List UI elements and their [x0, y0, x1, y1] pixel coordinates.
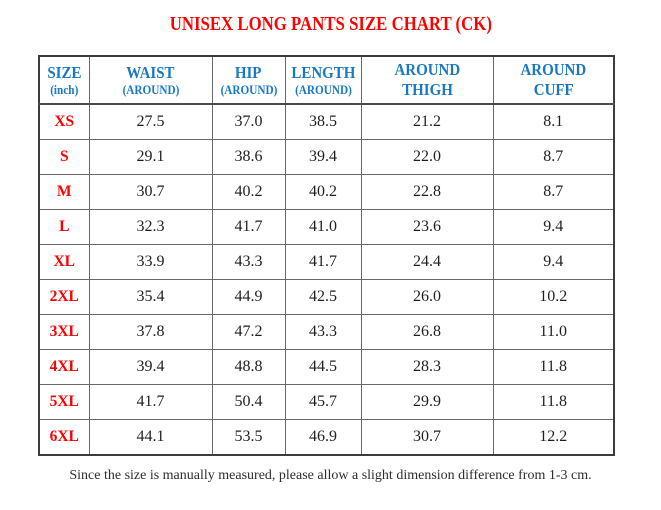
- size-cell: L: [38, 209, 90, 245]
- value-cell: 40.2: [211, 174, 286, 210]
- column-header-around-thigh: AROUND THIGH: [360, 55, 494, 105]
- value-cell: 41.7: [211, 209, 286, 245]
- size-chart-table: SIZE (inch) WAIST (AROUND) HIP (AROUND) …: [38, 55, 615, 456]
- value-cell: 47.2: [211, 314, 286, 350]
- value-cell: 44.5: [284, 349, 362, 385]
- column-header-thigh-line2: THIGH: [401, 80, 453, 100]
- table-row: S 29.1 38.6 39.4 22.0 8.7: [38, 139, 615, 175]
- value-cell: 43.3: [211, 244, 286, 280]
- value-cell: 44.1: [88, 419, 213, 456]
- table-row: 5XL 41.7 50.4 45.7 29.9 11.8: [38, 384, 615, 420]
- size-cell: 4XL: [38, 349, 90, 385]
- table-row: 3XL 37.8 47.2 43.3 26.8 11.0: [38, 314, 615, 350]
- value-cell: 8.7: [492, 174, 615, 210]
- value-cell: 30.7: [360, 419, 494, 456]
- value-cell: 38.5: [284, 103, 362, 140]
- page-title: UNISEX LONG PANTS SIZE CHART (CK): [0, 13, 661, 36]
- value-cell: 44.9: [211, 279, 286, 315]
- size-cell: 5XL: [38, 384, 90, 420]
- value-cell: 28.3: [360, 349, 494, 385]
- value-cell: 46.9: [284, 419, 362, 456]
- value-cell: 10.2: [492, 279, 615, 315]
- value-cell: 48.8: [211, 349, 286, 385]
- value-cell: 11.8: [492, 349, 615, 385]
- size-cell: 6XL: [38, 419, 90, 456]
- value-cell: 40.2: [284, 174, 362, 210]
- column-header-length: LENGTH (AROUND): [284, 55, 362, 105]
- value-cell: 35.4: [88, 279, 213, 315]
- value-cell: 43.3: [284, 314, 362, 350]
- value-cell: 23.6: [360, 209, 494, 245]
- value-cell: 29.9: [360, 384, 494, 420]
- value-cell: 26.8: [360, 314, 494, 350]
- table-row: 6XL 44.1 53.5 46.9 30.7 12.2: [38, 419, 615, 456]
- value-cell: 12.2: [492, 419, 615, 456]
- value-cell: 21.2: [360, 103, 494, 140]
- header-row: SIZE (inch) WAIST (AROUND) HIP (AROUND) …: [38, 55, 615, 105]
- size-cell: 2XL: [38, 279, 90, 315]
- value-cell: 30.7: [88, 174, 213, 210]
- value-cell: 29.1: [88, 139, 213, 175]
- column-header-waist: WAIST (AROUND): [88, 55, 213, 105]
- value-cell: 11.0: [492, 314, 615, 350]
- value-cell: 11.8: [492, 384, 615, 420]
- value-cell: 22.0: [360, 139, 494, 175]
- column-header-hip: HIP (AROUND): [211, 55, 286, 105]
- column-header-size-label: SIZE: [47, 62, 82, 82]
- column-header-cuff-line1: AROUND: [520, 60, 587, 80]
- table-row: XL 33.9 43.3 41.7 24.4 9.4: [38, 244, 615, 280]
- measurement-note: Since the size is manually measured, ple…: [69, 468, 592, 483]
- table-row: 2XL 35.4 44.9 42.5 26.0 10.2: [38, 279, 615, 315]
- size-cell: XL: [38, 244, 90, 280]
- value-cell: 32.3: [88, 209, 213, 245]
- column-header-length-label: LENGTH: [290, 62, 356, 82]
- value-cell: 9.4: [492, 244, 615, 280]
- column-header-around-cuff: AROUND CUFF: [492, 55, 615, 105]
- value-cell: 45.7: [284, 384, 362, 420]
- value-cell: 26.0: [360, 279, 494, 315]
- column-header-waist-sub: (AROUND): [122, 83, 179, 97]
- column-header-waist-label: WAIST: [126, 62, 175, 82]
- size-cell: M: [38, 174, 90, 210]
- size-cell: XS: [38, 103, 90, 140]
- table-row: XS 27.5 37.0 38.5 21.2 8.1: [38, 103, 615, 140]
- value-cell: 42.5: [284, 279, 362, 315]
- column-header-size-unit: (inch): [50, 83, 79, 97]
- column-header-hip-sub: (AROUND): [220, 83, 277, 97]
- value-cell: 53.5: [211, 419, 286, 456]
- value-cell: 38.6: [211, 139, 286, 175]
- value-cell: 9.4: [492, 209, 615, 245]
- column-header-thigh-line1: AROUND: [394, 60, 460, 80]
- column-header-cuff-line2: CUFF: [533, 80, 574, 100]
- column-header-hip-label: HIP: [235, 62, 262, 82]
- column-header-length-sub: (AROUND): [294, 83, 352, 97]
- size-cell: 3XL: [38, 314, 90, 350]
- table-row: L 32.3 41.7 41.0 23.6 9.4: [38, 209, 615, 245]
- value-cell: 27.5: [88, 103, 213, 140]
- value-cell: 37.8: [88, 314, 213, 350]
- table-row: M 30.7 40.2 40.2 22.8 8.7: [38, 174, 615, 210]
- value-cell: 22.8: [360, 174, 494, 210]
- value-cell: 50.4: [211, 384, 286, 420]
- value-cell: 37.0: [211, 103, 286, 140]
- value-cell: 41.7: [284, 244, 362, 280]
- value-cell: 39.4: [88, 349, 213, 385]
- value-cell: 24.4: [360, 244, 494, 280]
- value-cell: 8.7: [492, 139, 615, 175]
- page-title-text: UNISEX LONG PANTS SIZE CHART (CK): [169, 13, 492, 35]
- column-header-size: SIZE (inch): [38, 55, 90, 105]
- size-cell: S: [38, 139, 90, 175]
- value-cell: 8.1: [492, 103, 615, 140]
- value-cell: 33.9: [88, 244, 213, 280]
- value-cell: 41.0: [284, 209, 362, 245]
- table-row: 4XL 39.4 48.8 44.5 28.3 11.8: [38, 349, 615, 385]
- value-cell: 41.7: [88, 384, 213, 420]
- value-cell: 39.4: [284, 139, 362, 175]
